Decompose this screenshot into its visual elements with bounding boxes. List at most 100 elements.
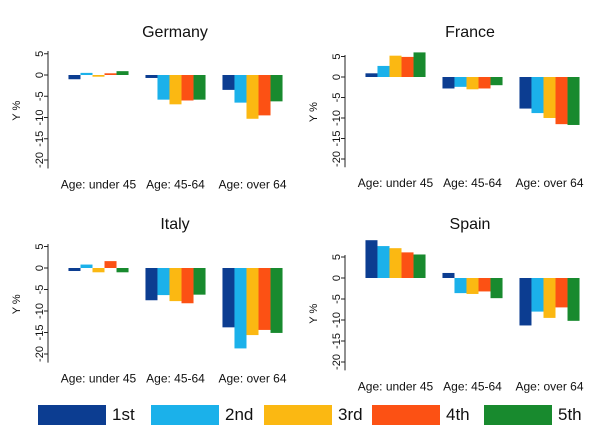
bar-germany-2-1st: [145, 75, 158, 78]
y-tick-label: -10: [331, 110, 343, 126]
chart-panel-italy: Italy 5 0 -5 -10 -15 -20 Y % Age: under 45 Age: 4…: [11, 216, 287, 386]
bar-spain-2-5th: [490, 278, 503, 299]
y-tick-label: 0: [34, 265, 46, 271]
panel-title: France: [445, 24, 495, 41]
legend-label-1st: 1st: [112, 405, 135, 424]
bar-france-1-4th: [401, 56, 414, 77]
y-axis-label: Y %: [308, 303, 320, 323]
y-tick-label: -20: [331, 354, 343, 370]
y-tick-label: 5: [331, 53, 343, 59]
x-category-label: Age: over 64: [515, 176, 583, 190]
bar-spain-1-1st: [365, 240, 378, 278]
bar-italy-1-2nd: [80, 264, 93, 268]
bar-spain-1-5th: [413, 254, 426, 278]
y-tick-label: -20: [34, 346, 46, 362]
chart-panel-france: France 5 0 -5 -10 -15 -20 Y % Age: under 45 Age: …: [308, 24, 584, 190]
bar-spain-1-4th: [401, 252, 414, 278]
y-tick-label: 0: [331, 275, 343, 281]
legend-swatch-1st: [38, 405, 106, 425]
y-axis-label: Y %: [11, 294, 23, 314]
bar-france-2-5th: [490, 77, 503, 86]
bar-france-1-3rd: [389, 55, 402, 77]
y-axis-label: Y %: [11, 101, 23, 121]
x-category-label: Age: under 45: [358, 379, 434, 393]
y-tick-label: 5: [34, 51, 46, 57]
x-category-label: Age: under 45: [358, 176, 434, 190]
bar-france-2-1st: [442, 77, 455, 89]
bar-spain-1-2nd: [377, 246, 390, 278]
legend-swatch-3rd: [264, 405, 332, 425]
y-tick-label: -15: [331, 131, 343, 147]
legend-label-2nd: 2nd: [225, 405, 254, 424]
y-tick-label: -10: [34, 110, 46, 126]
bar-italy-1-5th: [116, 268, 129, 273]
y-tick-label: -20: [34, 152, 46, 168]
x-category-label: Age: 45-64: [443, 176, 502, 190]
y-tick-label: -5: [331, 294, 343, 304]
bar-italy-3-1st: [222, 268, 235, 328]
x-category-label: Age: 45-64: [146, 178, 205, 192]
bar-spain-3-2nd: [531, 278, 544, 312]
y-tick-label: 0: [34, 72, 46, 78]
bar-france-1-5th: [413, 52, 426, 77]
legend-swatch-4th: [372, 405, 440, 425]
x-category-label: Age: under 45: [61, 178, 137, 192]
bar-germany-1-4th: [104, 73, 117, 75]
bar-germany-3-1st: [222, 75, 235, 90]
bar-germany-2-3rd: [169, 75, 182, 105]
y-tick-label: -15: [34, 131, 46, 147]
panel-title: Germany: [142, 24, 208, 41]
x-category-label: Age: 45-64: [443, 379, 502, 393]
chart-panel-germany: Germany 5 0 -5 -10 -15 -20 Y % Age: under 45 Age:…: [11, 24, 287, 192]
bar-france-2-2nd: [454, 77, 467, 87]
chart-legend: 1st 2nd 3rd 4th 5th: [0, 400, 611, 430]
y-tick-label: -5: [34, 91, 46, 101]
y-axis-label: Y %: [308, 102, 320, 122]
x-category-label: Age: over 64: [515, 379, 583, 393]
x-category-label: Age: under 45: [61, 372, 137, 386]
panel-title: Spain: [450, 216, 491, 233]
x-category-label: Age: over 64: [218, 178, 286, 192]
y-tick-label: -20: [331, 151, 343, 167]
bar-germany-2-2nd: [157, 75, 170, 100]
bar-spain-3-5th: [567, 278, 580, 321]
bar-france-2-3rd: [466, 77, 479, 90]
bar-france-3-1st: [519, 77, 532, 109]
y-tick-label: -15: [34, 325, 46, 341]
bar-spain-2-2nd: [454, 278, 467, 294]
bar-france-3-3rd: [543, 77, 556, 118]
bar-italy-3-4th: [258, 268, 271, 330]
legend-label-5th: 5th: [558, 405, 582, 424]
bar-italy-2-5th: [193, 268, 206, 295]
bar-france-2-4th: [478, 77, 491, 89]
bar-italy-1-4th: [104, 261, 117, 268]
y-tick-label: -10: [331, 312, 343, 328]
chart-panel-spain: Spain 5 0 -5 -10 -15 -20 Y % Age: under 45 Age: 4…: [308, 216, 584, 393]
bar-germany-3-3rd: [246, 75, 259, 119]
legend-label-4th: 4th: [446, 405, 470, 424]
bar-germany-1-1st: [68, 75, 81, 80]
bar-germany-2-4th: [181, 75, 194, 101]
bar-france-1-1st: [365, 73, 378, 77]
bar-germany-3-2nd: [234, 75, 247, 103]
bar-spain-2-1st: [442, 272, 455, 278]
bar-france-1-2nd: [377, 65, 390, 77]
y-tick-label: -5: [331, 93, 343, 103]
bar-italy-3-3rd: [246, 268, 259, 336]
bar-france-3-4th: [555, 77, 568, 125]
bar-spain-3-1st: [519, 278, 532, 326]
bar-italy-2-1st: [145, 268, 158, 301]
bar-germany-1-2nd: [80, 72, 93, 76]
bar-france-3-2nd: [531, 77, 544, 114]
bar-spain-3-4th: [555, 278, 568, 308]
bar-italy-3-5th: [270, 268, 283, 333]
bar-spain-2-4th: [478, 278, 491, 292]
legend-label-3rd: 3rd: [338, 405, 363, 424]
bar-spain-3-3rd: [543, 278, 556, 318]
y-tick-label: -5: [34, 285, 46, 295]
bar-germany-1-3rd: [92, 75, 105, 77]
bar-italy-3-2nd: [234, 268, 247, 349]
bar-italy-1-1st: [68, 268, 81, 272]
panel-title: Italy: [160, 216, 189, 233]
